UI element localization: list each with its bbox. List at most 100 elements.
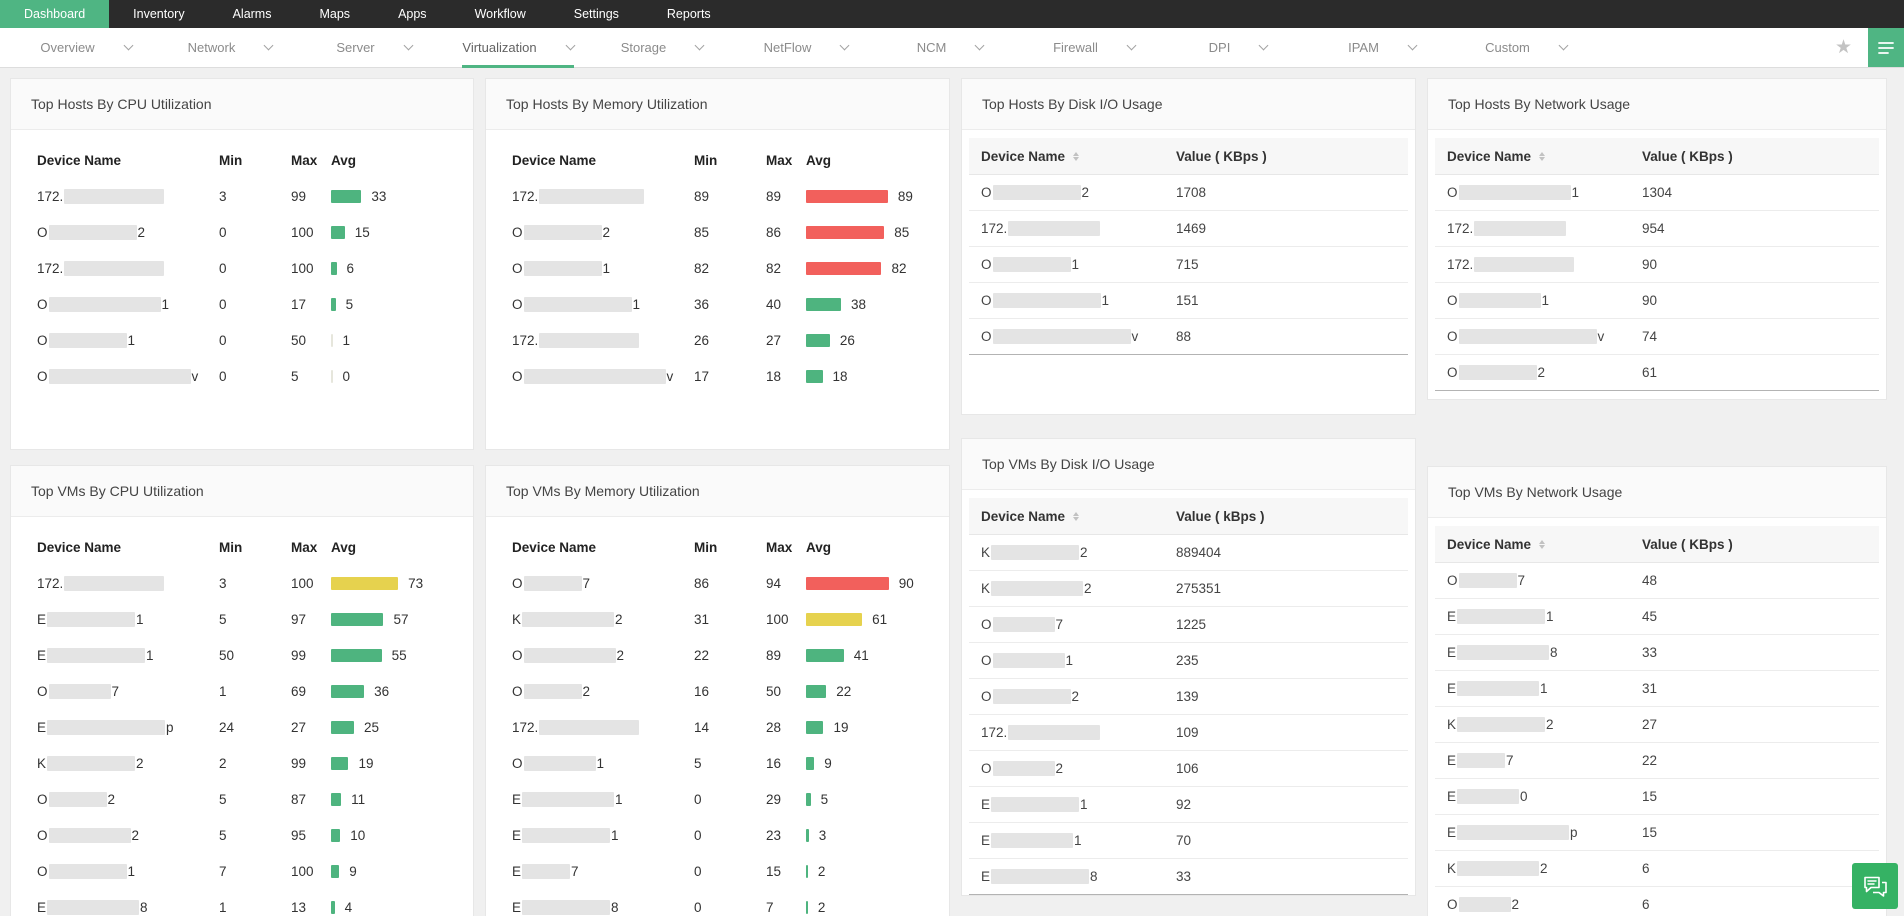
chat-feedback-button[interactable] bbox=[1852, 863, 1898, 909]
chevron-down-icon[interactable] bbox=[263, 40, 274, 51]
chevron-down-icon[interactable] bbox=[1258, 40, 1269, 51]
chevron-down-icon[interactable] bbox=[403, 40, 414, 51]
nav-item-maps[interactable]: Maps bbox=[319, 7, 351, 21]
column-header-value[interactable]: Value ( kBps ) bbox=[1176, 508, 1265, 524]
column-header-value[interactable]: Value ( KBps ) bbox=[1176, 148, 1267, 164]
chevron-down-icon[interactable] bbox=[1407, 40, 1418, 51]
device-name-cell[interactable]: 172. bbox=[37, 260, 219, 276]
chevron-down-icon[interactable] bbox=[1558, 40, 1569, 51]
device-name-cell[interactable]: 172. bbox=[37, 575, 219, 591]
chevron-down-icon[interactable] bbox=[1126, 40, 1137, 51]
device-name-cell[interactable]: 172. bbox=[512, 332, 694, 348]
chevron-down-icon[interactable] bbox=[839, 40, 850, 51]
nav-item-apps[interactable]: Apps bbox=[398, 7, 427, 21]
tab-ncm[interactable]: NCM bbox=[878, 28, 1022, 67]
column-header-device-name[interactable]: Device Name bbox=[981, 509, 1176, 524]
device-name-cell[interactable]: 172. bbox=[981, 725, 1176, 740]
chevron-down-icon[interactable] bbox=[694, 40, 705, 51]
nav-item-reports[interactable]: Reports bbox=[666, 7, 711, 21]
device-name-cell[interactable]: 172. bbox=[37, 188, 219, 204]
nav-item-settings[interactable]: Settings bbox=[573, 7, 619, 21]
device-name-cell[interactable]: 172. bbox=[1447, 221, 1642, 236]
chevron-down-icon[interactable] bbox=[974, 40, 985, 51]
chevron-down-icon[interactable] bbox=[123, 40, 134, 51]
nav-item-alarms[interactable]: Alarms bbox=[232, 7, 272, 21]
tab-network[interactable]: Network bbox=[158, 28, 302, 67]
column-header-device-name[interactable]: Device Name bbox=[1447, 149, 1642, 164]
tab-storage[interactable]: Storage bbox=[590, 28, 734, 67]
nav-item-inventory[interactable]: Inventory bbox=[133, 7, 185, 21]
device-name-cell[interactable]: 172. bbox=[1447, 257, 1642, 272]
device-name-cell[interactable]: 172. bbox=[981, 221, 1176, 236]
column-header-device-name[interactable]: Device Name bbox=[1447, 537, 1642, 552]
tab-server[interactable]: Server bbox=[302, 28, 446, 67]
tab-overview[interactable]: Overview bbox=[14, 28, 158, 67]
tab-custom[interactable]: Custom bbox=[1454, 28, 1598, 67]
column-header-value[interactable]: Value ( KBps ) bbox=[1642, 536, 1733, 552]
column-header-value[interactable]: Value ( KBps ) bbox=[1642, 148, 1733, 164]
nav-item-workflow[interactable]: Workflow bbox=[474, 7, 526, 21]
tab-dpi[interactable]: DPI bbox=[1166, 28, 1310, 67]
tab-virtualization[interactable]: Virtualization bbox=[446, 28, 590, 68]
tab-firewall[interactable]: Firewall bbox=[1022, 28, 1166, 67]
device-name-cell[interactable]: 172. bbox=[512, 188, 694, 204]
chevron-down-icon[interactable] bbox=[565, 40, 576, 51]
dashboard-list-button[interactable] bbox=[1868, 28, 1904, 67]
tab-ipam[interactable]: IPAM bbox=[1310, 28, 1454, 67]
nav-item-dashboard[interactable]: Dashboard bbox=[0, 0, 110, 28]
column-header-device-name[interactable]: Device Name bbox=[981, 149, 1176, 164]
tab-netflow[interactable]: NetFlow bbox=[734, 28, 878, 67]
